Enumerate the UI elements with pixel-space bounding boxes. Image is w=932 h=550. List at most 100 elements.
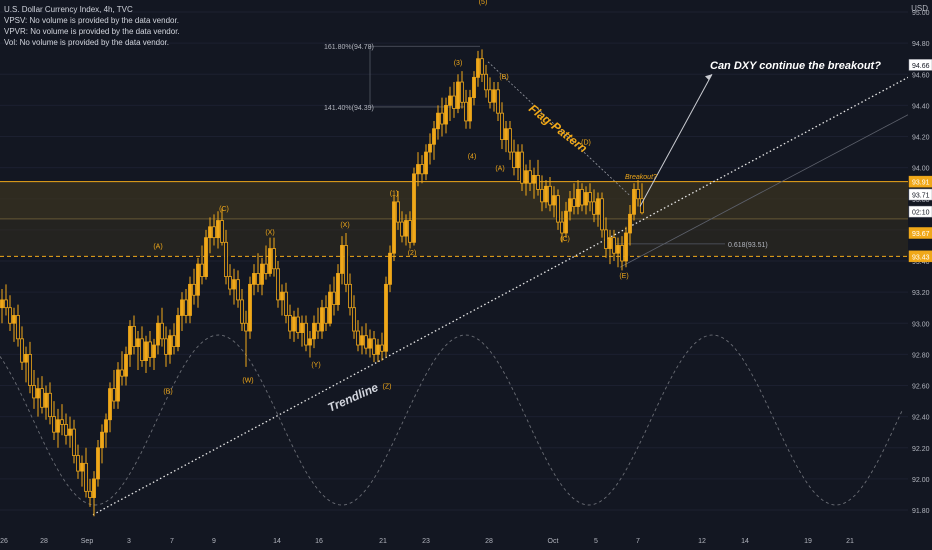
y-tick-label: 95.00 (912, 10, 930, 17)
candle-body (308, 338, 312, 346)
y-tick-label: 92.00 (912, 477, 930, 484)
support-zone (0, 218, 908, 257)
candle-body (484, 73, 488, 91)
candle (304, 315, 308, 352)
candle-body (528, 170, 532, 184)
candle-body (532, 175, 536, 184)
candle (476, 50, 480, 87)
candle (444, 97, 448, 134)
candle (196, 257, 200, 308)
candle (548, 176, 552, 212)
candle (204, 229, 208, 280)
candle (448, 86, 452, 121)
candle (76, 444, 80, 479)
candle (108, 382, 112, 433)
candle (180, 292, 184, 332)
candle (336, 264, 340, 311)
candle-body (0, 299, 4, 309)
candle-body (256, 273, 260, 285)
y-tick-label: 91.80 (912, 508, 930, 515)
candle-body (244, 322, 248, 332)
candle-body (100, 431, 104, 449)
candle (632, 183, 636, 221)
breakout-label: Breakout? (625, 174, 657, 181)
candle (268, 237, 272, 277)
candle-body (196, 263, 200, 296)
candle-body (272, 248, 276, 270)
candle (120, 351, 124, 386)
candle (564, 201, 568, 238)
candle-body (588, 192, 592, 203)
candle (144, 335, 148, 374)
candle-body (320, 307, 324, 332)
candle (80, 455, 84, 487)
candle (56, 408, 60, 448)
candle-body (344, 245, 348, 285)
candle-body (504, 128, 508, 141)
candle-body (480, 58, 484, 75)
time-axis-bg (0, 522, 932, 550)
candle (372, 331, 376, 363)
candle (280, 284, 284, 316)
x-tick-label: Sep (81, 538, 94, 545)
wave-label: (4) (468, 153, 477, 160)
candle-body (564, 210, 568, 234)
candle-body (300, 322, 304, 333)
candle (484, 64, 488, 98)
fib-label: 141.40%(94.39) (324, 105, 374, 112)
candle-body (520, 151, 524, 184)
candle (292, 310, 296, 342)
candle-body (584, 192, 588, 206)
candle-body (96, 447, 100, 480)
candle (456, 74, 460, 114)
candle-body (464, 101, 468, 122)
candle-body (92, 478, 96, 498)
candle (224, 229, 228, 285)
candle-body (136, 338, 140, 347)
candle (200, 245, 204, 285)
candle-body (292, 316, 296, 332)
candle-body (288, 315, 292, 332)
candle (492, 82, 496, 112)
candle (60, 404, 64, 436)
candle (588, 183, 592, 212)
x-tick-label: 3 (127, 538, 131, 545)
time-axis: 26 28 Sep 3 7 9 14 16 21 23 28 Oct 5 7 12 14 19 21 (0, 522, 932, 550)
candle-body (204, 237, 208, 277)
wave-label: (W) (242, 377, 253, 384)
candle-body (60, 419, 64, 425)
candle (116, 362, 120, 409)
candle-body (80, 462, 84, 472)
price-tag-label: 02:10 (912, 210, 930, 217)
candle-body (8, 307, 12, 324)
x-tick-label: 12 (698, 538, 706, 545)
candle (600, 192, 604, 238)
legend-line-vpvr: VPVR: No volume is provided by the data … (4, 27, 180, 36)
candle (628, 204, 632, 246)
wave-label: (B) (499, 74, 508, 81)
candle-body (176, 315, 180, 347)
candle (300, 315, 304, 347)
candle (612, 229, 616, 261)
y-tick-label: 92.20 (912, 446, 930, 453)
candle-body (388, 252, 392, 285)
candle (560, 211, 564, 243)
candle (424, 144, 428, 181)
candle-body (180, 299, 184, 316)
secondary-trendline (619, 114, 909, 268)
candle (500, 102, 504, 149)
x-tick-label: 19 (804, 538, 812, 545)
candle (276, 261, 280, 308)
wave-label: (B) (163, 388, 172, 395)
y-tick-label: 92.80 (912, 352, 930, 359)
wave-label: (A) (495, 166, 504, 173)
price-tag-bg (908, 205, 932, 218)
fib-label: 161.80%(94.78) (324, 44, 374, 51)
candle (44, 385, 48, 420)
candle (328, 284, 332, 327)
candle-body (72, 428, 76, 456)
candle (284, 282, 288, 324)
x-tick-label: 14 (273, 538, 281, 545)
